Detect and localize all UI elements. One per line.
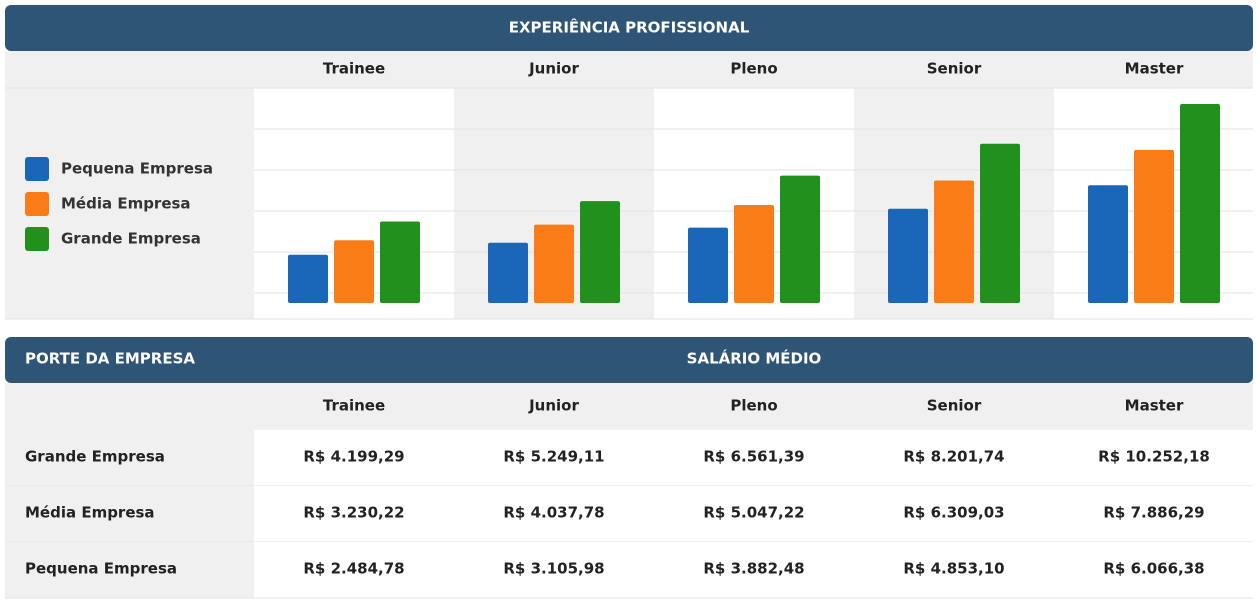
salary-cell: R$ 6.561,39 [703,448,804,466]
table-column-header: Pleno [730,397,777,415]
bar [1134,149,1174,303]
salary-cell: R$ 4.199,29 [303,448,404,466]
bar [380,221,420,303]
legend-swatch [25,192,49,216]
bar [934,180,974,303]
x-tick-label: Master [1125,60,1184,78]
table-corner: PORTE DA EMPRESA [25,350,195,368]
bar [734,205,774,303]
salary-cell: R$ 8.201,74 [903,448,1004,466]
salary-cell: R$ 6.066,38 [1103,560,1204,578]
x-tick-label: Senior [927,60,982,78]
salary-cell: R$ 7.886,29 [1103,504,1204,522]
bar [888,208,928,303]
row-cells [254,486,1253,542]
legend-label: Pequena Empresa [61,160,213,178]
table-header [5,337,1253,383]
table-column-header: Trainee [323,397,385,415]
legend-label: Grande Empresa [61,230,201,248]
bar [688,227,728,303]
bar [1180,104,1220,304]
row-label: Grande Empresa [25,448,165,466]
salary-cell: R$ 4.037,78 [503,504,604,522]
row-label-cell [5,486,254,542]
salary-cell: R$ 4.853,10 [903,560,1004,578]
chart-title: EXPERIÊNCIA PROFISSIONAL [509,18,750,37]
legend-swatch [25,227,49,251]
table-column-header: Master [1125,397,1184,415]
row-cells [254,542,1253,598]
bar [780,175,820,303]
legend-label: Média Empresa [61,195,191,213]
x-tick-label: Trainee [323,60,385,78]
salary-cell: R$ 10.252,18 [1098,448,1210,466]
bar [1088,185,1128,303]
x-tick-label: Pleno [730,60,777,78]
salary-cell: R$ 2.484,78 [303,560,404,578]
bar [534,224,574,303]
table-title: SALÁRIO MÉDIO [687,349,822,368]
table-column-header: Junior [528,397,579,415]
bar [980,143,1020,303]
chart-header [5,5,1253,51]
x-tick-label: Junior [528,60,579,78]
salary-cell: R$ 5.249,11 [503,448,604,466]
row-label-cell [5,430,254,486]
bar [580,201,620,303]
table-subheader [5,383,1253,430]
row-cells [254,430,1253,486]
bar [288,254,328,303]
salary-cell: R$ 3.230,22 [303,504,404,522]
bar [488,242,528,303]
column-header-row [5,51,1253,88]
bar [334,240,374,303]
table-column-header: Senior [927,397,982,415]
row-label: Pequena Empresa [25,560,177,578]
row-label-cell [5,542,254,598]
salary-cell: R$ 3.882,48 [703,560,804,578]
salary-cell: R$ 3.105,98 [503,560,604,578]
salary-cell: R$ 6.309,03 [903,504,1004,522]
row-label: Média Empresa [25,504,155,522]
legend-swatch [25,157,49,181]
salary-cell: R$ 5.047,22 [703,504,804,522]
